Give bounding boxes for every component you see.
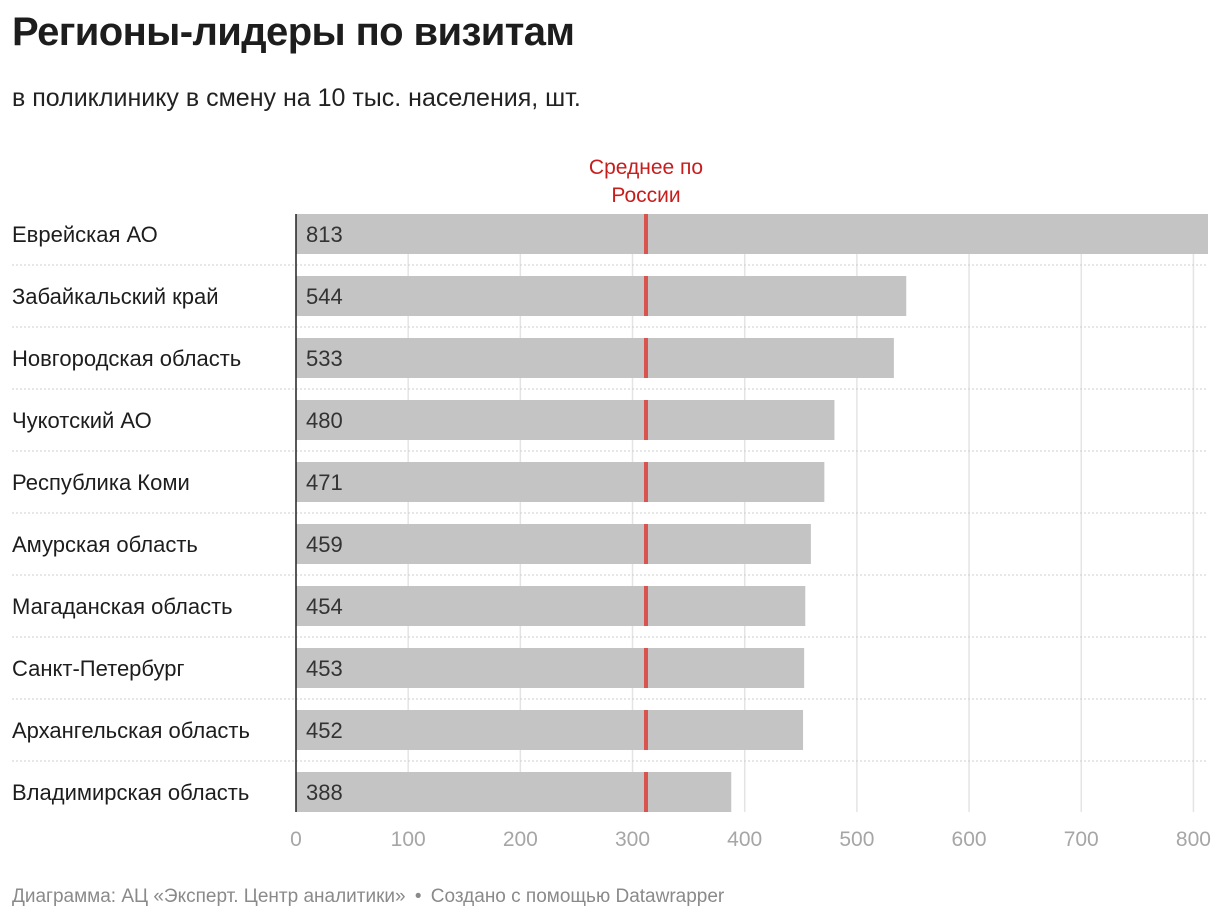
x-tick-label: 400: [727, 828, 762, 851]
chart-footer: Диаграмма: АЦ «Эксперт. Центр аналитики»…: [12, 886, 724, 908]
chart-subtitle: в поликлинику в смену на 10 тыс. населен…: [12, 84, 581, 112]
value-label: 452: [306, 718, 343, 743]
bar: [296, 276, 907, 316]
average-label: России: [611, 184, 680, 207]
bar: [296, 648, 805, 688]
value-label: 459: [306, 532, 343, 557]
x-tick-label: 300: [615, 828, 650, 851]
x-tick-label: 200: [503, 828, 538, 851]
bar: [296, 462, 825, 502]
bar: [296, 710, 804, 750]
average-label: Среднее по: [589, 156, 703, 179]
value-label: 533: [306, 346, 343, 371]
x-tick-label: 500: [839, 828, 874, 851]
value-label: 471: [306, 470, 343, 495]
x-tick-label: 800: [1176, 828, 1211, 851]
bar: [296, 400, 835, 440]
bar-chart: Еврейская АО 813 Забайкальский край 544 Новг…: [12, 156, 1211, 851]
category-label: Забайкальский край: [12, 284, 219, 309]
value-label: 453: [306, 656, 343, 681]
x-tick-label: 600: [952, 828, 987, 851]
category-label: Новгородская область: [12, 346, 241, 371]
x-tick-label: 100: [391, 828, 426, 851]
bar: [296, 586, 806, 626]
chart-title: Регионы-лидеры по визитам: [12, 10, 575, 54]
bar: [296, 524, 811, 564]
category-label: Санкт-Петербург: [12, 656, 185, 681]
value-label: 454: [306, 594, 343, 619]
x-tick-label: 0: [290, 828, 302, 851]
category-label: Амурская область: [12, 532, 198, 557]
category-label: Владимирская область: [12, 780, 249, 805]
category-label: Архангельская область: [12, 718, 250, 743]
category-label: Республика Коми: [12, 470, 190, 495]
category-label: Магаданская область: [12, 594, 233, 619]
bar: [296, 338, 894, 378]
value-label: 813: [306, 222, 343, 247]
category-label: Чукотский АО: [12, 408, 152, 433]
bar: [296, 214, 1208, 254]
source-credit: Диаграмма: АЦ «Эксперт. Центр аналитики»: [12, 886, 406, 907]
value-label: 388: [306, 780, 343, 805]
footer-separator: •: [414, 886, 422, 907]
bar: [296, 772, 732, 812]
category-label: Еврейская АО: [12, 222, 158, 247]
value-label: 544: [306, 284, 343, 309]
value-label: 480: [306, 408, 343, 433]
x-tick-label: 700: [1064, 828, 1099, 851]
datawrapper-credit: Создано с помощью Datawrapper: [430, 886, 725, 907]
